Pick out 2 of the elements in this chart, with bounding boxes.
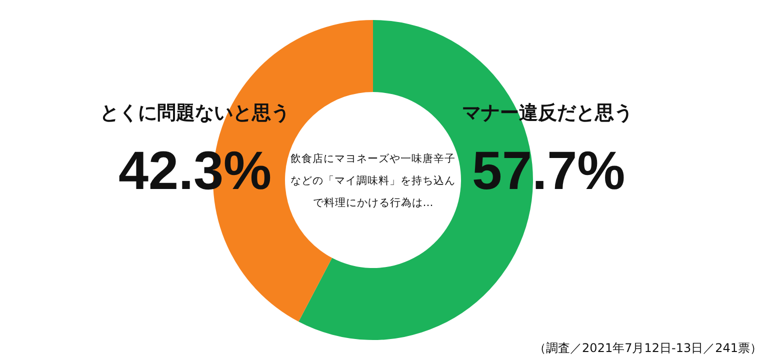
text: （調査／2021年7月12日-13日／241票）: [534, 340, 762, 357]
text: 飲食店にマヨネーズや一味唐辛子などの「マイ調味料」を持ち込んで料理にかける行為は…: [290, 152, 456, 211]
